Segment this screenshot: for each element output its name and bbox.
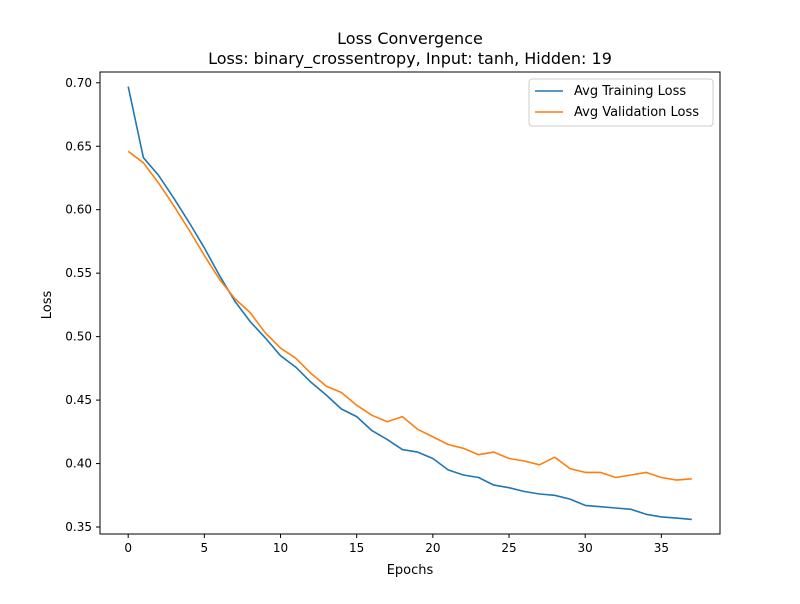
x-tick-label: 25 bbox=[501, 541, 516, 555]
chart-subtitle: Loss: binary_crossentropy, Input: tanh, … bbox=[208, 49, 612, 69]
chart-title: Loss Convergence bbox=[337, 29, 483, 48]
y-tick-label: 0.60 bbox=[65, 203, 92, 217]
x-axis-label: Epochs bbox=[387, 563, 434, 578]
x-tick-label: 15 bbox=[349, 541, 364, 555]
legend: Avg Training Loss Avg Validation Loss bbox=[528, 78, 714, 127]
y-tick-label: 0.70 bbox=[65, 76, 92, 90]
x-tick-label: 0 bbox=[124, 541, 132, 555]
y-tick-label: 0.65 bbox=[65, 139, 92, 153]
x-tick-label: 20 bbox=[425, 541, 440, 555]
legend-label-2: Avg Validation Loss bbox=[574, 105, 699, 120]
y-tick-label: 0.35 bbox=[65, 520, 92, 534]
y-tick-label: 0.45 bbox=[65, 393, 92, 407]
y-tick-label: 0.40 bbox=[65, 457, 92, 471]
x-tick-label: 35 bbox=[654, 541, 669, 555]
y-tick-label: 0.50 bbox=[65, 330, 92, 344]
series-layer bbox=[127, 86, 692, 521]
legend-label-1: Avg Training Loss bbox=[574, 84, 686, 99]
y-axis-label: Loss bbox=[40, 291, 55, 320]
axis-layer: 0 5 10 15 20 25 30 35 0.35 0.40 0.45 0.50 0.55 0.60 0.… bbox=[65, 71, 721, 555]
x-tick-label: 10 bbox=[273, 541, 288, 555]
series-line-1 bbox=[127, 86, 692, 521]
y-tick-label: 0.55 bbox=[65, 266, 92, 280]
legend-frame bbox=[528, 78, 714, 127]
plot-frame bbox=[99, 71, 721, 535]
x-tick-label: 30 bbox=[578, 541, 593, 555]
series-line-2 bbox=[127, 150, 692, 481]
x-tick-label: 5 bbox=[201, 541, 209, 555]
